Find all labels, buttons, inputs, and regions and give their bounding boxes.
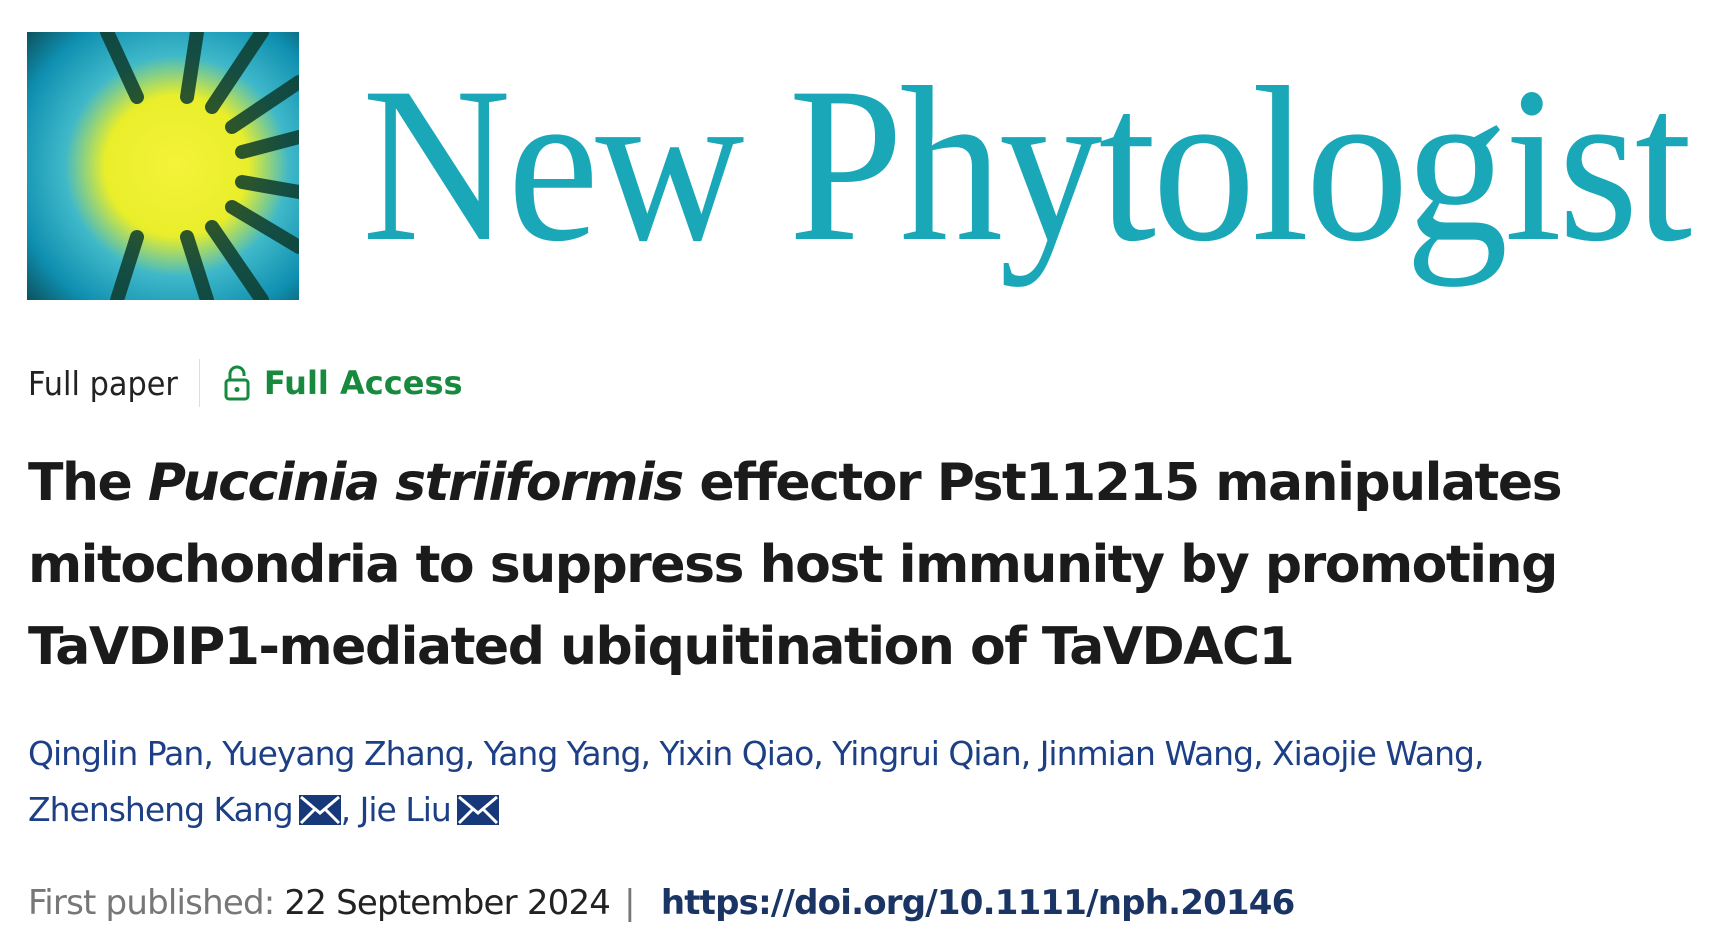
author-link[interactable]: Yingrui Qian (832, 734, 1021, 773)
title-text: mitochondria to suppress host immunity b… (28, 535, 1558, 595)
published-date: 22 September 2024 (284, 883, 611, 923)
access-label: Full Access (263, 364, 463, 402)
author-link[interactable]: Xiaojie Wang (1272, 734, 1475, 773)
author-link[interactable]: Jinmian Wang (1039, 734, 1254, 773)
publication-info: First published: 22 September 2024 | https… (28, 878, 1295, 928)
author-list: Qinglin Pan, Yueyang Zhang, Yang Yang, Y… (28, 734, 1484, 829)
divider (198, 359, 200, 407)
journal-logo-image[interactable] (27, 25, 306, 307)
access-badge: Full Access (224, 364, 463, 402)
separator: | (624, 883, 635, 923)
author-link[interactable]: Zhensheng Kang (28, 790, 294, 829)
envelope-icon[interactable] (298, 795, 341, 825)
journal-name: New Phytologist (362, 42, 1692, 288)
title-species: Puccinia striiformis (147, 453, 684, 513)
author-link[interactable]: Yang Yang (483, 734, 642, 773)
title-text: effector Pst11215 manipulates (682, 453, 1562, 513)
title-text: TaVDIP1-mediated ubiquitination of TaVDA… (28, 617, 1295, 677)
doi-link[interactable]: https://doi.org/10.1111/nph.20146 (660, 883, 1296, 923)
published-label: First published: (28, 883, 275, 923)
author-link[interactable]: Qinglin Pan (28, 734, 204, 773)
article-type: Full paper (28, 363, 178, 403)
article-title: The Puccinia striiformis effector Pst112… (28, 442, 1718, 688)
envelope-icon[interactable] (456, 795, 499, 825)
author-link[interactable]: Yueyang Zhang (222, 734, 465, 773)
unlock-icon (224, 365, 250, 401)
author-link[interactable]: Yixin Qiao (659, 734, 814, 773)
article-meta: Full paper Full Access (28, 359, 463, 407)
title-text: The (28, 453, 148, 513)
author-link[interactable]: Jie Liu (359, 790, 452, 829)
